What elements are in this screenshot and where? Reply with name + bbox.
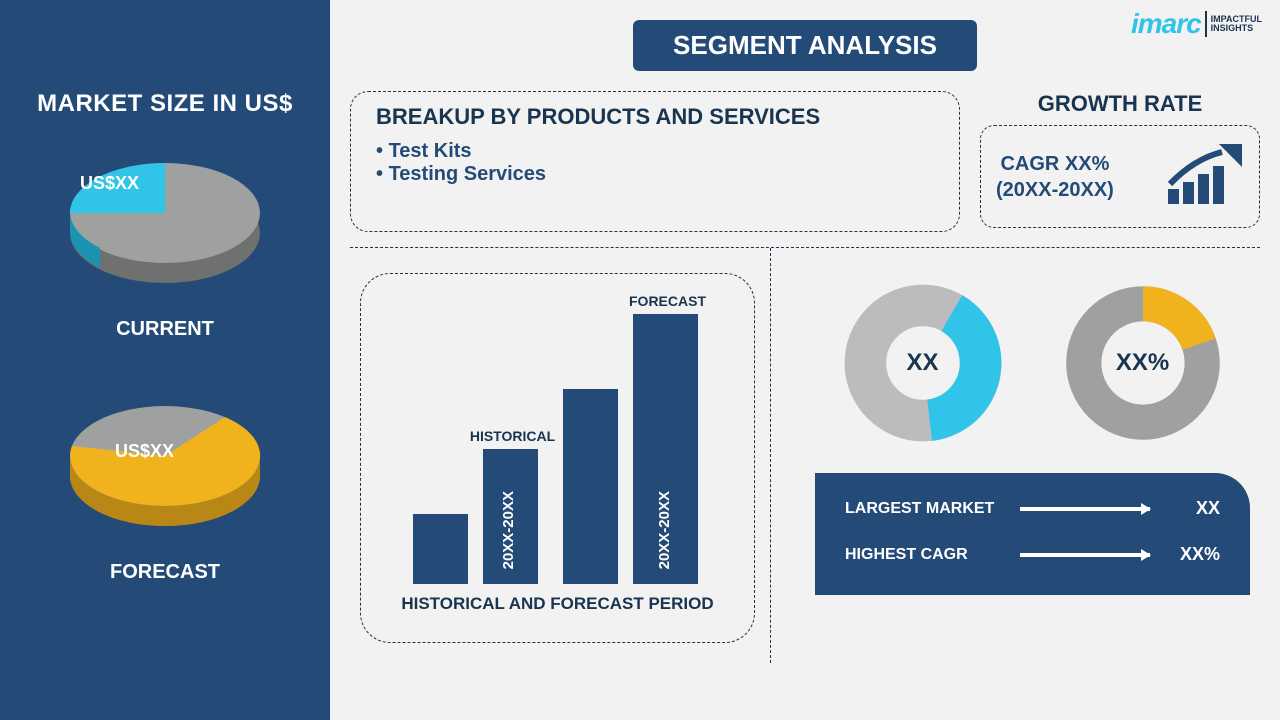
info-row-cagr: HIGHEST CAGR XX% (845, 544, 1220, 565)
info-panel: LARGEST MARKET XX HIGHEST CAGR XX% (815, 473, 1250, 595)
bar-top-label: HISTORICAL (468, 428, 558, 444)
row-breakup-growth: BREAKUP BY PRODUCTS AND SERVICES Test Ki… (350, 91, 1260, 232)
info-row-largest: LARGEST MARKET XX (845, 498, 1220, 519)
segment-analysis-title: SEGMENT ANALYSIS (633, 20, 977, 71)
breakup-list: Test Kits Testing Services (376, 140, 934, 186)
pie-current: US$XX (40, 138, 290, 308)
row-hist-stats: HISTORICAL 20XX-20XX FORECAST 20XX-20XX … (350, 263, 1260, 663)
growth-text: CAGR XX% (20XX-20XX) (996, 151, 1114, 203)
info-value: XX (1165, 498, 1220, 519)
donuts: XX XX% (815, 283, 1250, 443)
breakup-title: BREAKUP BY PRODUCTS AND SERVICES (376, 104, 934, 130)
bars-area: HISTORICAL 20XX-20XX FORECAST 20XX-20XX (398, 294, 718, 584)
growth-box: GROWTH RATE CAGR XX% (20XX-20XX) (980, 91, 1260, 232)
pie-current-caption: CURRENT (116, 318, 214, 341)
breakup-item: Test Kits (376, 140, 934, 163)
bar (413, 514, 468, 584)
historical-caption: HISTORICAL AND FORECAST PERIOD (401, 594, 713, 614)
info-value: XX% (1165, 544, 1220, 565)
logo-sub: IMPACTFUL INSIGHTS (1211, 15, 1262, 33)
market-size-title: MARKET SIZE IN US$ (37, 90, 293, 118)
divider-vertical (770, 248, 771, 663)
title-row: SEGMENT ANALYSIS (350, 10, 1260, 91)
pie-forecast-value: US$XX (115, 441, 174, 462)
bar-vtext: 20XX-20XX (500, 491, 517, 569)
donut-center: XX (906, 349, 938, 377)
growth-title: GROWTH RATE (1038, 91, 1203, 117)
pie-forecast-caption: FORECAST (110, 561, 220, 584)
historical-box: HISTORICAL 20XX-20XX FORECAST 20XX-20XX … (360, 273, 755, 643)
logo-divider (1205, 11, 1207, 37)
logo: imarc IMPACTFUL INSIGHTS (1131, 8, 1262, 40)
info-label: LARGEST MARKET (845, 500, 1005, 518)
info-label: HIGHEST CAGR (845, 546, 1005, 564)
bar-vtext: 20XX-20XX (656, 491, 673, 569)
logo-main: imarc (1131, 8, 1201, 40)
info-bar (1020, 553, 1150, 557)
bar-top-label: FORECAST (623, 293, 713, 309)
growth-inner: CAGR XX% (20XX-20XX) (980, 125, 1260, 228)
donut-xx: XX (843, 283, 1003, 443)
breakup-box: BREAKUP BY PRODUCTS AND SERVICES Test Ki… (350, 91, 960, 232)
right-panel: imarc IMPACTFUL INSIGHTS SEGMENT ANALYSI… (330, 0, 1280, 720)
pie-forecast: US$XX (40, 381, 290, 551)
stats-box: XX XX% LARGEST MARKET XX HIGHEST (775, 263, 1260, 663)
donut-center: XX% (1116, 349, 1169, 377)
growth-arrow-icon (1164, 144, 1244, 209)
donut-xxpct: XX% (1063, 283, 1223, 443)
info-bar (1020, 507, 1150, 511)
bar (563, 389, 618, 584)
breakup-item: Testing Services (376, 163, 934, 186)
left-panel: MARKET SIZE IN US$ US$XX CURRENT US$XX F… (0, 0, 330, 720)
pie-current-value: US$XX (80, 173, 139, 194)
divider-horizontal (350, 247, 1260, 248)
